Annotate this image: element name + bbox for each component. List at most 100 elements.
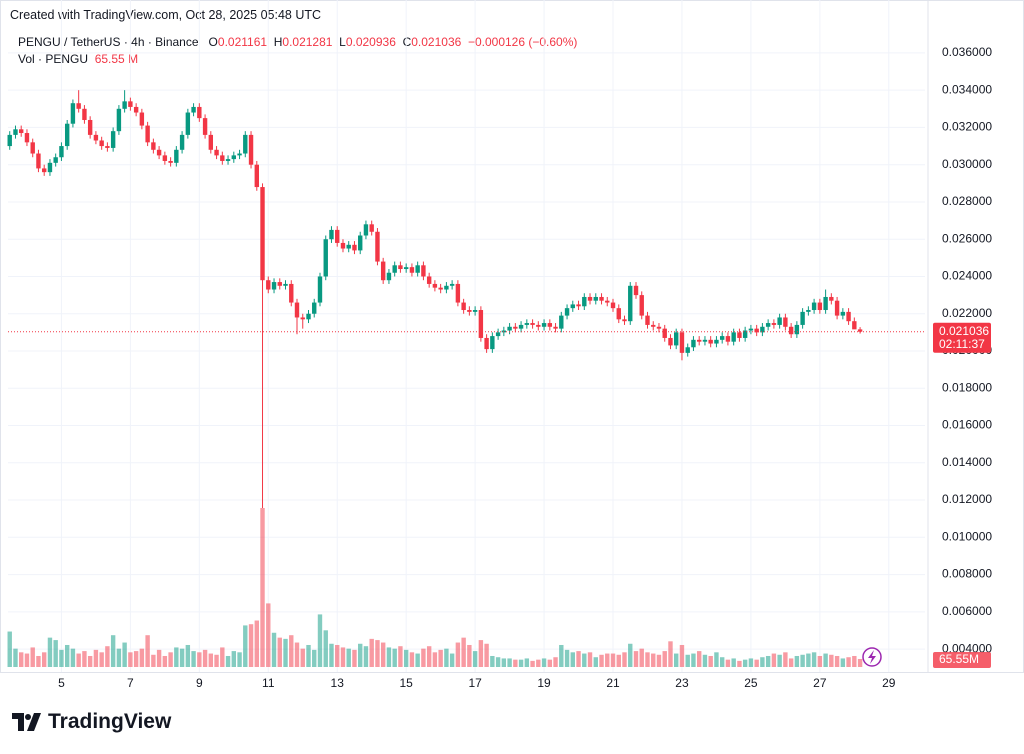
candle-body — [467, 310, 472, 312]
candle-body — [231, 155, 237, 160]
candle-body — [317, 276, 323, 303]
candle-body — [105, 146, 110, 148]
candle-body — [162, 155, 168, 161]
volume-bar — [36, 655, 41, 667]
volume-name: Vol · PENGU — [18, 52, 89, 66]
candle-body — [754, 328, 759, 333]
candle-body — [398, 265, 403, 270]
volume-bar — [541, 658, 547, 667]
candle-body — [254, 164, 259, 188]
volume-bar — [139, 648, 145, 667]
candle-body — [243, 134, 248, 154]
candle-body — [76, 103, 81, 109]
volume-bar — [248, 624, 254, 667]
candle-body — [857, 329, 863, 332]
candle-body — [99, 140, 104, 147]
volume-bar — [24, 653, 30, 667]
candle-body — [24, 133, 30, 143]
volume-bar — [777, 654, 782, 667]
volume-bar — [168, 652, 173, 667]
y-tick-label: 0.022000 — [942, 306, 992, 320]
volume-bar — [674, 653, 679, 667]
candle-body — [731, 332, 736, 342]
volume-bar — [409, 652, 415, 667]
y-tick-label: 0.028000 — [942, 194, 992, 208]
candle-body — [306, 313, 311, 320]
x-tick-label: 27 — [813, 676, 827, 690]
candle-body — [674, 332, 679, 346]
volume-bar — [760, 657, 765, 667]
plot-frame — [0, 0, 1024, 673]
candle-body — [392, 265, 397, 273]
volume-bar — [156, 649, 162, 667]
volume-bar — [179, 648, 185, 667]
candle-body — [742, 330, 748, 338]
volume-bar — [829, 654, 834, 667]
volume-bar — [794, 655, 800, 667]
volume-bar — [208, 653, 214, 667]
candle-body — [651, 324, 656, 327]
candle-body — [484, 337, 489, 350]
volume-bar — [162, 655, 168, 667]
volume-bar — [174, 647, 179, 667]
volume-bar — [392, 648, 397, 667]
volume-bar — [122, 642, 127, 667]
candle-body — [202, 118, 208, 135]
candle-body — [300, 317, 305, 320]
candle-body — [438, 287, 443, 290]
symbol: PENGU / TetherUS · 4h · Binance — [18, 35, 199, 49]
volume-bar — [823, 653, 828, 667]
volume-bar — [651, 653, 656, 667]
x-tick-label: 19 — [537, 676, 551, 690]
candle-body — [662, 328, 667, 338]
candle-body — [444, 285, 449, 290]
candle-body — [719, 336, 725, 340]
candle-body — [93, 134, 99, 141]
volume-bar — [771, 653, 777, 667]
volume-bar — [438, 649, 443, 667]
candle-body — [806, 310, 811, 312]
candle-body — [168, 160, 173, 163]
candle-body — [283, 283, 288, 286]
candle-body — [174, 149, 179, 163]
y-tick-label: 0.026000 — [942, 231, 992, 245]
candle-body — [179, 134, 185, 150]
volume-bar — [524, 658, 530, 667]
candle-body — [41, 168, 47, 173]
y-tick-label: 0.010000 — [942, 529, 992, 543]
last-price-box — [933, 322, 991, 353]
volume-bar — [133, 651, 139, 667]
y-tick-label: 0.006000 — [942, 604, 992, 618]
volume-bar — [605, 653, 610, 667]
volume-bar — [610, 653, 616, 667]
candle-body — [13, 129, 18, 135]
volume-bar — [593, 657, 598, 667]
volume-bar — [41, 652, 47, 667]
candle-body — [156, 149, 162, 156]
volume-bar — [59, 649, 64, 667]
candle-body — [472, 310, 478, 312]
y-tick-label: 0.036000 — [942, 45, 992, 59]
volume-bar — [691, 653, 696, 667]
candle-body — [605, 300, 610, 303]
candle-body — [725, 336, 731, 342]
volume-bar — [128, 652, 133, 667]
volume-bar — [576, 651, 581, 667]
volume-bar — [472, 651, 478, 667]
candle-body — [852, 321, 857, 330]
y-tick-label: 0.014000 — [942, 455, 992, 469]
volume-bar — [145, 635, 150, 667]
volume-bar — [191, 651, 196, 667]
volume-bar — [811, 652, 817, 667]
volume-bar — [300, 648, 305, 667]
volume-bar — [260, 508, 265, 667]
volume-bar — [806, 653, 811, 667]
candle-body — [639, 295, 644, 316]
candle-body — [765, 323, 771, 327]
candle-body — [582, 296, 587, 307]
candle-body — [461, 302, 466, 311]
candle-body — [122, 101, 127, 109]
candle-body — [507, 326, 512, 331]
alert-bolt — [868, 650, 876, 664]
volume-bar — [622, 652, 627, 667]
